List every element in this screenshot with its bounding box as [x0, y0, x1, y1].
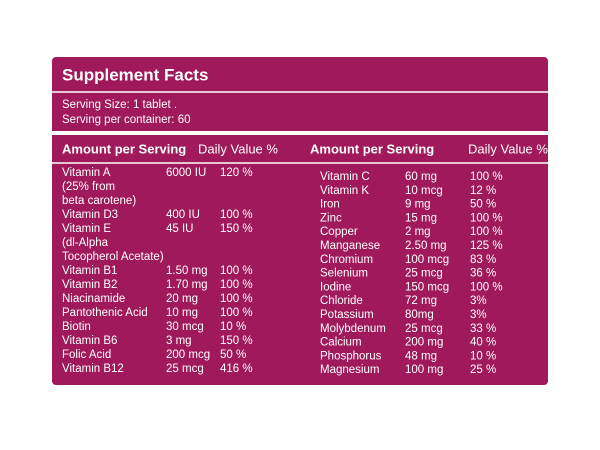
- daily-value: 125 %: [470, 240, 503, 252]
- amount: 3 mg: [166, 335, 192, 347]
- daily-value: 3%: [470, 295, 487, 307]
- amount: 200 mg: [405, 337, 443, 349]
- nutrient: Iodine: [320, 281, 351, 293]
- daily-value: 100 %: [220, 265, 253, 277]
- rows: Vitamin A 6000 IU 120 % (25% from beta carot…: [62, 167, 503, 376]
- nutrient: Molybdenum: [320, 323, 386, 335]
- amount: 6000 IU: [166, 167, 206, 179]
- nutrient: Selenium: [320, 268, 368, 280]
- nutrient: Manganese: [320, 240, 380, 252]
- amount: 30 mcg: [166, 321, 204, 333]
- amount: 100 mcg: [405, 254, 449, 266]
- nutrient: beta carotene): [62, 195, 136, 207]
- daily-value: 3%: [470, 309, 487, 321]
- daily-value: 36 %: [470, 268, 496, 280]
- daily-value: 150 %: [220, 223, 253, 235]
- nutrient: Vitamin E: [62, 223, 111, 235]
- daily-value: 83 %: [470, 254, 496, 266]
- daily-value: 100 %: [470, 226, 503, 238]
- nutrient: Magnesium: [320, 364, 379, 376]
- nutrient: Pantothenic Acid: [62, 307, 148, 319]
- amount: 150 mcg: [405, 281, 449, 293]
- nutrient: Vitamin K: [320, 185, 369, 197]
- nutrient: Chloride: [320, 295, 363, 307]
- daily-value: 10 %: [470, 350, 496, 362]
- amount: 80mg: [405, 309, 434, 321]
- nutrient: (dl-Alpha: [62, 237, 109, 249]
- amount: 25 mcg: [166, 363, 204, 375]
- nutrient: Vitamin B6: [62, 335, 117, 347]
- nutrient: Vitamin B1: [62, 265, 117, 277]
- nutrient: (25% from: [62, 181, 115, 193]
- nutrient: Vitamin D3: [62, 209, 118, 221]
- nutrient: Folic Acid: [62, 349, 111, 361]
- daily-value: 100 %: [220, 209, 253, 221]
- amount: 15 mg: [405, 212, 437, 224]
- daily-value: 10 %: [220, 321, 246, 333]
- daily-value: 100 %: [470, 212, 503, 224]
- amount: 60 mg: [405, 171, 437, 183]
- amount: 48 mg: [405, 350, 437, 362]
- servings-per-container: Serving per container: 60: [62, 114, 191, 126]
- amount: 10 mg: [166, 307, 198, 319]
- nutrient: Chromium: [320, 254, 373, 266]
- nutrient: Potassium: [320, 309, 374, 321]
- nutrient: Vitamin B2: [62, 279, 117, 291]
- amount: 400 IU: [166, 209, 200, 221]
- daily-value: 120 %: [220, 167, 253, 179]
- column-header: Amount per Serving: [310, 141, 434, 156]
- column-header: Amount per Serving: [62, 141, 186, 156]
- amount: 100 mg: [405, 364, 443, 376]
- daily-value: 100 %: [220, 279, 253, 291]
- serving-size: Serving Size: 1 tablet .: [62, 99, 177, 111]
- daily-value: 150 %: [220, 335, 253, 347]
- title: Supplement Facts: [62, 65, 208, 84]
- daily-value: 100 %: [220, 307, 253, 319]
- daily-value: 33 %: [470, 323, 496, 335]
- daily-value: 25 %: [470, 364, 496, 376]
- column-header: Daily Value %: [468, 141, 548, 156]
- nutrient: Vitamin B12: [62, 363, 124, 375]
- daily-value: 50 %: [470, 199, 496, 211]
- nutrient: Phosphorus: [320, 350, 382, 362]
- amount: 10 mcg: [405, 185, 443, 197]
- nutrient: Vitamin C: [320, 171, 370, 183]
- daily-value: 100 %: [470, 171, 503, 183]
- amount: 72 mg: [405, 295, 437, 307]
- nutrient: Niacinamide: [62, 293, 125, 305]
- amount: 20 mg: [166, 293, 198, 305]
- daily-value: 50 %: [220, 349, 246, 361]
- daily-value: 416 %: [220, 363, 253, 375]
- column-header: Daily Value %: [198, 141, 278, 156]
- daily-value: 40 %: [470, 337, 496, 349]
- amount: 1.70 mg: [166, 279, 208, 291]
- amount: 2.50 mg: [405, 240, 447, 252]
- nutrient: Iron: [320, 199, 340, 211]
- nutrient: Copper: [320, 226, 358, 238]
- amount: 200 mcg: [166, 349, 210, 361]
- nutrient: Tocopherol Acetate): [62, 251, 164, 263]
- label-panel: [52, 57, 548, 385]
- daily-value: 12 %: [470, 185, 496, 197]
- daily-value: 100 %: [220, 293, 253, 305]
- nutrient: Vitamin A: [62, 167, 111, 179]
- nutrient: Calcium: [320, 337, 362, 349]
- nutrient: Biotin: [62, 321, 91, 333]
- amount: 45 IU: [166, 223, 194, 235]
- amount: 9 mg: [405, 199, 431, 211]
- daily-value: 100 %: [470, 281, 503, 293]
- amount: 1.50 mg: [166, 265, 208, 277]
- amount: 2 mg: [405, 226, 431, 238]
- amount: 25 mcg: [405, 268, 443, 280]
- nutrient: Zinc: [320, 212, 342, 224]
- amount: 25 mcg: [405, 323, 443, 335]
